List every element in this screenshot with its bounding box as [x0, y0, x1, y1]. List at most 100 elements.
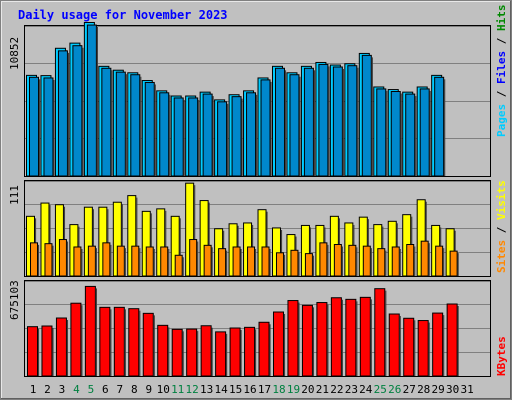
sites-bar-16 — [247, 246, 256, 277]
sites-bar-4 — [73, 246, 82, 277]
files-bar-28 — [419, 88, 430, 177]
files-bar-15 — [231, 96, 242, 177]
kbytes-bar-14 — [215, 331, 227, 377]
kbytes-ymax-label: 675103 — [8, 280, 21, 320]
x-tick-label-7: 7 — [117, 383, 124, 396]
kbytes-legend: KBytes — [495, 336, 508, 376]
x-tick-label-6: 6 — [102, 383, 109, 396]
sites-bar-26 — [391, 246, 400, 277]
x-tick-label-9: 9 — [145, 383, 152, 396]
sites-bar-25 — [377, 248, 386, 277]
sites-bar-15 — [232, 246, 241, 277]
legend-visits: Visits — [495, 180, 508, 220]
kbytes-bar-24 — [359, 296, 371, 377]
x-tick-label-19: 19 — [287, 383, 300, 396]
sites-bar-17 — [261, 246, 270, 277]
x-tick-label-3: 3 — [59, 383, 66, 396]
x-tick-label-23: 23 — [345, 383, 358, 396]
x-tick-label-16: 16 — [243, 383, 256, 396]
x-tick-label-31: 31 — [460, 383, 473, 396]
kbytes-bar-19 — [287, 300, 299, 377]
kbytes-bar-18 — [272, 311, 284, 377]
visits-panel — [24, 180, 491, 277]
x-tick-label-8: 8 — [131, 383, 138, 396]
legend-sep-2: / — [495, 31, 508, 51]
sites-bar-24 — [362, 245, 371, 277]
x-tick-label-12: 12 — [186, 383, 199, 396]
files-bar-23 — [347, 65, 358, 177]
sites-bar-2 — [44, 243, 53, 277]
sites-bar-23 — [348, 244, 357, 277]
sites-bar-19 — [290, 249, 299, 277]
files-bar-11 — [173, 97, 184, 177]
kbytes-bar-5 — [84, 285, 96, 377]
files-bar-21 — [318, 63, 329, 177]
files-bar-26 — [390, 90, 401, 177]
legend-sites: Sites — [495, 240, 508, 273]
x-tick-label-1: 1 — [30, 383, 37, 396]
files-bar-13 — [202, 93, 213, 177]
sites-bar-12 — [189, 239, 198, 277]
sites-bar-11 — [174, 254, 183, 277]
kbytes-bar-9 — [142, 312, 154, 377]
files-bar-14 — [217, 101, 228, 177]
files-bar-29 — [434, 76, 445, 177]
sites-bar-27 — [406, 244, 415, 277]
sites-bar-13 — [203, 244, 212, 277]
files-bar-20 — [303, 67, 314, 177]
sites-bar-28 — [420, 240, 429, 277]
x-tick-label-28: 28 — [417, 383, 430, 396]
x-tick-label-24: 24 — [359, 383, 373, 396]
kbytes-bar-4 — [70, 302, 82, 377]
chart-title: Daily usage for November 2023 — [18, 8, 228, 22]
kbytes-bar-15 — [229, 327, 241, 377]
kbytes-bar-10 — [157, 324, 169, 377]
x-tick-label-11: 11 — [171, 383, 184, 396]
x-tick-label-26: 26 — [388, 383, 401, 396]
files-bar-3 — [57, 50, 68, 177]
kbytes-bar-2 — [41, 325, 53, 377]
sites-bar-20 — [304, 253, 313, 277]
kbytes-bar-17 — [258, 321, 270, 377]
files-bar-2 — [43, 77, 54, 177]
kbytes-bar-23 — [345, 298, 357, 377]
x-tick-label-13: 13 — [200, 383, 213, 396]
kbytes-bar-28 — [417, 320, 429, 377]
hits-legend: Pages / Files / Hits — [495, 5, 508, 138]
x-tick-label-29: 29 — [432, 383, 445, 396]
kbytes-bar-11 — [171, 328, 183, 377]
legend-sep-1: / — [495, 84, 508, 104]
legend-sep-3: / — [495, 220, 508, 240]
files-bar-8 — [130, 74, 141, 177]
files-bar-1 — [29, 76, 39, 177]
kbytes-bar-13 — [200, 325, 212, 377]
kbytes-bar-25 — [374, 288, 386, 377]
x-tick-label-20: 20 — [301, 383, 314, 396]
visits-ymax-label: 111 — [8, 185, 21, 205]
files-bar-27 — [405, 93, 416, 177]
files-bar-22 — [332, 66, 343, 177]
legend-files: Files — [495, 51, 508, 84]
legend-pages: Pages — [495, 104, 508, 137]
x-tick-label-5: 5 — [88, 383, 95, 396]
sites-bar-10 — [160, 246, 169, 277]
kbytes-bar-16 — [244, 326, 256, 377]
sites-bar-30 — [449, 250, 458, 277]
kbytes-bar-8 — [128, 308, 140, 377]
kbytes-bar-29 — [432, 312, 444, 377]
sites-bar-1 — [30, 242, 38, 277]
x-tick-label-22: 22 — [330, 383, 343, 396]
files-bar-4 — [72, 45, 83, 177]
kbytes-bar-27 — [403, 317, 415, 377]
x-tick-label-25: 25 — [374, 383, 387, 396]
x-tick-label-21: 21 — [316, 383, 329, 396]
hits-ymax-label: 10852 — [8, 37, 21, 70]
x-tick-label-18: 18 — [272, 383, 285, 396]
kbytes-bar-30 — [446, 303, 458, 377]
files-bar-18 — [274, 67, 285, 177]
files-bar-24 — [361, 54, 372, 177]
files-bar-5 — [86, 24, 97, 177]
files-bar-25 — [376, 88, 387, 177]
x-tick-label-2: 2 — [44, 383, 51, 396]
x-axis-labels: 1 2 3 4 5 6 7 8 9 10 11 12 13 14 15 16 17 18 19 20 21 22 23 24 2… — [30, 383, 474, 396]
